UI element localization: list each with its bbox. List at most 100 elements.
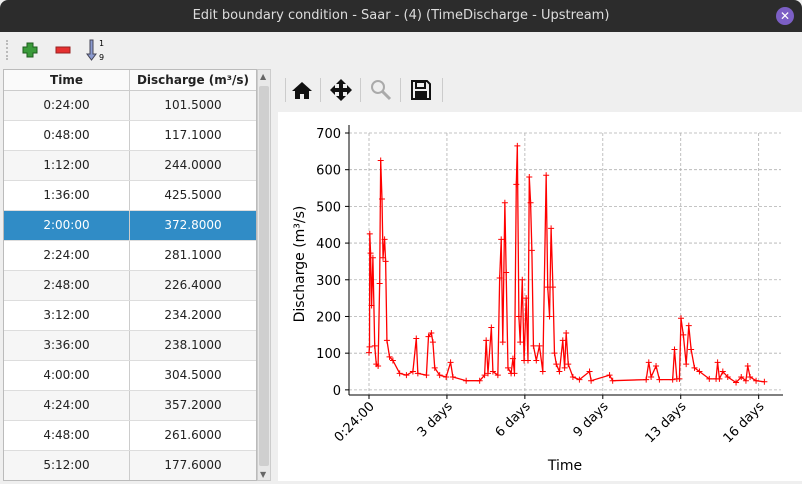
data-point-marker [683, 361, 690, 368]
data-point-marker [366, 349, 373, 356]
data-point-marker [371, 342, 378, 349]
data-point-marker [586, 368, 593, 375]
data-point-marker [724, 374, 731, 381]
data-point-marker [696, 368, 703, 375]
cell-discharge[interactable]: 101.5000 [164, 98, 222, 112]
scroll-down-icon[interactable]: ▼ [260, 470, 267, 479]
data-point-marker [669, 376, 676, 383]
data-point-marker [498, 236, 505, 243]
cell-discharge[interactable]: 234.2000 [164, 308, 222, 322]
data-point-marker [519, 276, 526, 283]
data-point-marker [530, 342, 537, 349]
data-point-marker [645, 359, 652, 366]
cell-time[interactable]: 3:12:00 [4, 301, 130, 330]
table-row[interactable]: 0:48:00 117.1000 [4, 121, 256, 151]
cell-discharge[interactable]: 177.6000 [164, 458, 222, 472]
table-scrollbar[interactable]: ▲ ▼ [257, 69, 271, 481]
data-point-marker [369, 254, 376, 261]
table-row[interactable]: 4:00:00 304.5000 [4, 361, 256, 391]
close-icon[interactable]: ✕ [776, 7, 794, 25]
data-point-marker [606, 372, 613, 379]
data-point-marker [524, 357, 531, 364]
zoom-button[interactable] [366, 76, 396, 104]
data-point-marker [544, 284, 551, 291]
save-button[interactable] [406, 76, 436, 104]
table-row[interactable]: 0:24:00 101.5000 [4, 91, 256, 121]
data-point-marker [565, 361, 572, 368]
table-row[interactable]: 2:00:00 372.8000 [4, 211, 256, 241]
table-row[interactable]: 3:36:00 238.1000 [4, 331, 256, 361]
data-point-marker [503, 269, 510, 276]
data-point-marker [496, 274, 503, 281]
scroll-up-icon[interactable]: ▲ [260, 72, 267, 81]
data-point-marker [569, 374, 576, 381]
table-row[interactable]: 2:24:00 281.1000 [4, 241, 256, 271]
y-tick-label: 200 [316, 310, 341, 325]
data-point-marker [685, 322, 692, 329]
data-point-marker [688, 346, 695, 353]
data-point-marker [380, 254, 387, 261]
cell-time[interactable]: 0:48:00 [4, 121, 130, 150]
data-point-marker [738, 374, 745, 381]
pan-button[interactable] [326, 76, 356, 104]
table-row[interactable]: 2:48:00 226.4000 [4, 271, 256, 301]
cell-discharge[interactable]: 226.4000 [164, 278, 222, 292]
data-point-marker [677, 315, 684, 322]
data-point-marker [549, 284, 556, 291]
table-row[interactable]: 4:24:00 357.2000 [4, 391, 256, 421]
cell-time[interactable]: 1:12:00 [4, 151, 130, 180]
table-row[interactable]: 3:12:00 234.2000 [4, 301, 256, 331]
data-point-marker [489, 368, 496, 375]
sort-digit-9: 9 [99, 53, 104, 62]
data-point-marker [561, 364, 568, 371]
data-point-marker [368, 302, 375, 309]
cell-time[interactable]: 2:24:00 [4, 241, 130, 270]
home-button[interactable] [287, 76, 317, 104]
cell-discharge[interactable]: 261.6000 [164, 428, 222, 442]
cell-discharge[interactable]: 425.5000 [164, 188, 222, 202]
cell-discharge[interactable]: 244.0000 [164, 158, 222, 172]
cell-time[interactable]: 0:24:00 [4, 91, 130, 120]
data-point-marker [476, 377, 483, 384]
data-point-marker [523, 295, 530, 302]
data-point-marker [386, 353, 393, 360]
column-header-time[interactable]: Time [4, 70, 130, 90]
table-row[interactable]: 5:12:00 177.6000 [4, 451, 256, 480]
remove-row-button[interactable] [51, 38, 75, 62]
data-point-marker [383, 337, 390, 344]
data-point-marker [423, 372, 430, 379]
table-row[interactable]: 1:12:00 244.0000 [4, 151, 256, 181]
data-point-marker [449, 374, 456, 381]
cell-time[interactable]: 5:12:00 [4, 451, 130, 480]
scrollbar-thumb[interactable] [259, 86, 269, 466]
table-row[interactable]: 4:48:00 261.6000 [4, 421, 256, 451]
add-row-button[interactable] [18, 38, 42, 62]
column-header-discharge[interactable]: Discharge (m³/s) [136, 73, 250, 87]
data-point-marker [425, 333, 432, 340]
cell-time[interactable]: 4:24:00 [4, 391, 130, 420]
cell-discharge[interactable]: 281.1000 [164, 248, 222, 262]
cell-time[interactable]: 3:36:00 [4, 331, 130, 360]
data-point-marker [528, 247, 535, 254]
toolbar-grip[interactable] [6, 40, 9, 60]
divider [442, 78, 443, 102]
cell-time[interactable]: 4:48:00 [4, 421, 130, 450]
cell-discharge[interactable]: 117.1000 [164, 128, 222, 142]
data-point-marker [588, 377, 595, 384]
discharge-chart[interactable]: 0 100 200 300 400 500 600 700 0:24:00 3 days 6 day… [278, 112, 802, 481]
table-row[interactable]: 1:36:00 425.5000 [4, 181, 256, 211]
cell-time[interactable]: 2:48:00 [4, 271, 130, 300]
cell-discharge[interactable]: 304.5000 [164, 368, 222, 382]
cell-discharge[interactable]: 238.1000 [164, 338, 222, 352]
pan-icon [330, 79, 352, 101]
data-point-marker [609, 377, 616, 384]
cell-discharge[interactable]: 357.2000 [164, 398, 222, 412]
cell-time[interactable]: 4:00:00 [4, 361, 130, 390]
y-tick-label: 700 [316, 127, 341, 142]
cell-time[interactable]: 2:00:00 [4, 211, 130, 240]
cell-discharge[interactable]: 372.8000 [164, 218, 222, 232]
discharge-series-line [368, 145, 765, 384]
data-point-marker [676, 375, 683, 382]
cell-time[interactable]: 1:36:00 [4, 181, 130, 210]
